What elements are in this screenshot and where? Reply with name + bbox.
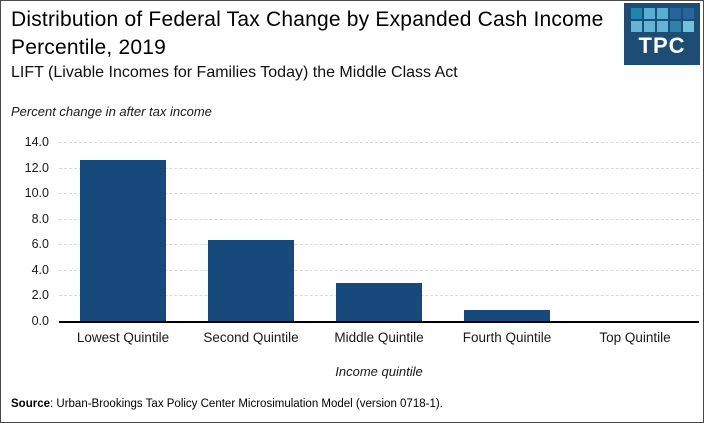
gridline	[59, 193, 699, 195]
logo-square	[630, 21, 642, 32]
gridline	[59, 244, 699, 246]
logo-squares-icon	[630, 8, 694, 32]
x-axis-title: Income quintile	[335, 364, 423, 379]
y-tick-label: 0.0	[31, 314, 49, 328]
y-tick-label: 4.0	[31, 262, 49, 277]
x-axis-labels: Lowest Quintile Second Quintile Middle Qui…	[59, 330, 699, 345]
logo-square	[630, 8, 642, 19]
bar-middle-quintile	[336, 282, 422, 321]
x-tick-label: Lowest Quintile	[76, 330, 170, 345]
logo-square	[682, 21, 694, 32]
y-tick-label: 10.0	[24, 186, 49, 201]
y-tick-label: 6.0	[31, 237, 49, 252]
logo-square	[643, 8, 655, 19]
logo-square	[643, 21, 655, 32]
gridline	[59, 142, 699, 143]
gridline	[59, 269, 699, 271]
logo-square	[682, 8, 694, 19]
bar-lowest-quintile	[80, 159, 166, 321]
logo-text: TPC	[638, 33, 686, 58]
logo-square	[669, 8, 681, 19]
y-axis-ticks: 0.0 2.0 4.0 6.0 8.0 10.0 12.0 14.0	[1, 135, 49, 328]
source-note: Source: Urban-Brookings Tax Policy Cente…	[11, 398, 443, 410]
source-text: : Urban-Brookings Tax Policy Center Micr…	[50, 398, 443, 410]
logo-square	[669, 21, 681, 32]
y-tick-label: 8.0	[31, 211, 49, 226]
source-label: Source	[11, 398, 50, 410]
x-tick-label: Second Quintile	[203, 330, 299, 345]
bar-fourth-quintile	[464, 309, 550, 321]
tpc-logo: TPC	[624, 3, 700, 65]
logo-square	[656, 21, 668, 32]
y-tick-label: 12.0	[24, 160, 49, 175]
x-tick-label: Top Quintile	[599, 330, 671, 345]
gridline	[59, 218, 699, 220]
bar-second-quintile	[208, 240, 294, 321]
y-axis-caption: Percent change in after tax income	[11, 104, 212, 119]
chart-title: Distribution of Federal Tax Change by Ex…	[11, 8, 604, 59]
x-tick-label: Fourth Quintile	[462, 330, 552, 345]
plot-area	[59, 142, 699, 323]
y-tick-label: 14.0	[24, 135, 49, 149]
x-tick-label: Middle Quintile	[334, 330, 424, 345]
chart-subtitle: LIFT (Livable Incomes for Families Today…	[11, 64, 458, 81]
y-tick-label: 2.0	[31, 288, 49, 303]
logo-square	[656, 8, 668, 19]
gridline	[59, 167, 699, 169]
